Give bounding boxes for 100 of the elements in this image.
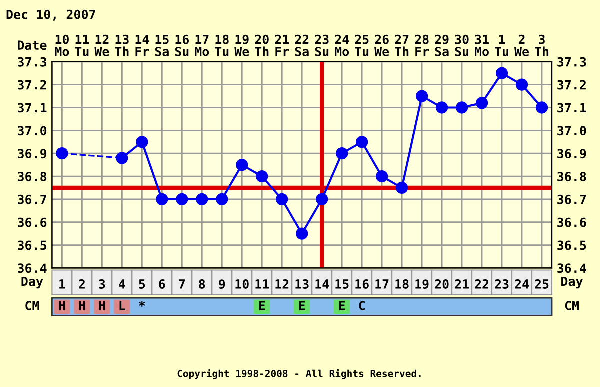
text: E [339, 301, 346, 310]
y-tick-label: 36.6 [18, 218, 47, 228]
x-tick-label: 12 [276, 280, 289, 289]
x-tick-label: 6 [159, 280, 166, 289]
text: 20 Th [255, 34, 269, 56]
text: 29 Sa [435, 34, 449, 56]
y-tick-label: 36.5 [18, 240, 46, 250]
x-tick-label: 4 [119, 280, 126, 289]
y2-tick-label: 37.0 [558, 126, 586, 136]
text: 10 Mo [55, 34, 70, 56]
x-tick-label: 2 [79, 280, 85, 289]
x-tick-label: 11 [256, 280, 270, 289]
point [136, 136, 148, 148]
text: 27 Th [395, 34, 409, 56]
text: 22 Sa [295, 34, 309, 56]
text: 1 Tu [495, 35, 508, 56]
x-tick-label: 7 [179, 280, 185, 289]
y2-tick-label: 36.4 [558, 264, 586, 274]
text: 15 Sa [155, 35, 169, 56]
x-tick-label: 24 [515, 280, 529, 289]
text: CM [565, 301, 579, 310]
point [216, 193, 228, 206]
x-tick-label: 25 [535, 280, 549, 289]
y-tick-label: 37.2 [18, 80, 46, 90]
y2-tick-label: 36.9 [558, 149, 586, 159]
x-tick-label: 15 [336, 280, 349, 289]
text: CM [26, 301, 40, 310]
point [356, 136, 368, 148]
text: 31 Mo [475, 34, 489, 56]
text: Date [18, 40, 47, 50]
point [376, 170, 388, 183]
text: 16 Su [175, 34, 189, 56]
x-tick-label: 9 [219, 280, 226, 290]
point [296, 228, 308, 240]
x-tick-label: 23 [495, 280, 509, 289]
point [256, 170, 268, 183]
text: 17 Mo [195, 35, 210, 56]
x-axis-title: Day [22, 276, 44, 289]
y2-tick-label: 37.1 [558, 103, 586, 113]
text: E [299, 301, 306, 310]
point [116, 152, 128, 164]
x-tick-label: 3 [99, 280, 106, 289]
x-tick-label: 8 [199, 280, 206, 289]
text: 25 Tu [355, 34, 369, 56]
text: 28 Fr [415, 34, 430, 56]
x-tick-label: 22 [475, 280, 489, 289]
text: 24 Mo [335, 34, 350, 56]
text: 2 We [514, 34, 530, 56]
text: E [259, 301, 266, 310]
text: 13 Th [115, 34, 129, 56]
x-tick-label: 21 [455, 280, 469, 289]
point [176, 193, 188, 206]
text: 30 Su [455, 34, 469, 56]
y2-tick-label: 37.3 [558, 57, 586, 67]
x-tick-label: 1 [60, 280, 66, 289]
point [496, 67, 508, 80]
y-tick-label: 36.4 [18, 264, 47, 274]
text: 23 Su [315, 34, 329, 56]
point [156, 193, 168, 206]
x-tick-label: 17 [376, 280, 389, 289]
text: Day [562, 276, 583, 289]
text: 11 Tu [75, 35, 90, 56]
x-tick-label: 19 [416, 280, 429, 290]
y-tick-label: 37.0 [18, 126, 47, 136]
point [476, 97, 488, 110]
point [316, 193, 328, 206]
point [276, 193, 288, 206]
x-tick-label: 5 [139, 280, 146, 289]
text: L [120, 301, 126, 310]
y2-tick-label: 36.7 [558, 194, 586, 204]
point [336, 148, 348, 160]
point [196, 193, 208, 206]
text: H [99, 301, 106, 310]
point [236, 158, 248, 172]
text: Copyright 1998-2008 - All Rights Reserved. [178, 369, 421, 380]
y2-tick-label: 36.5 [558, 240, 586, 250]
text: H [79, 301, 86, 310]
text: H [59, 301, 66, 310]
x-tick-label: 16 [356, 280, 369, 289]
y-tick-label: 37.1 [18, 103, 47, 113]
text: * [139, 301, 146, 307]
text: 26 We [374, 34, 390, 56]
text: 3 Th [535, 34, 549, 56]
text: 19 We [234, 34, 250, 56]
y-tick-label: 36.9 [18, 149, 47, 159]
y2-tick-label: 37.2 [558, 80, 586, 90]
text: C [359, 301, 365, 310]
point [456, 102, 468, 114]
x-tick-label: 14 [316, 280, 330, 289]
chart-title: Dec 10, 2007 [6, 10, 96, 21]
y-tick-label: 36.8 [18, 172, 47, 182]
y2-tick-label: 36.6 [558, 218, 586, 228]
point [516, 78, 528, 91]
text: 14 Fr [136, 35, 150, 56]
text: 21 Fr [275, 34, 290, 56]
text: 12 We [94, 34, 110, 56]
x-tick-label: 18 [396, 280, 409, 289]
point [536, 102, 548, 114]
point [396, 182, 408, 194]
x-tick-label: 13 [296, 280, 309, 289]
